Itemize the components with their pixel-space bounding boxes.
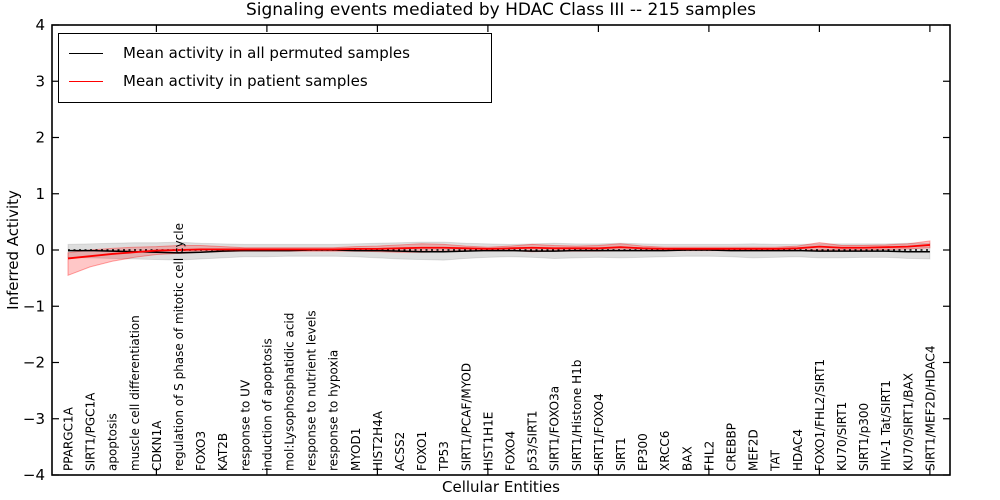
y-tick-label: −4	[23, 466, 45, 484]
x-category-label: apoptosis	[106, 413, 120, 471]
x-category-label: CDKN1A	[150, 420, 164, 471]
x-category-label: response to hypoxia	[327, 350, 341, 471]
x-category-label: induction of apoptosis	[260, 338, 274, 471]
x-category-label: SIRT1/PCAF/MYOD	[459, 363, 473, 471]
legend-line-sample-permuted	[69, 52, 103, 54]
y-tick-label: −1	[23, 297, 45, 315]
x-category-label: SIRT1	[614, 437, 628, 471]
y-tick-label: −2	[23, 354, 45, 372]
x-category-label: PPARGC1A	[62, 406, 76, 471]
x-category-label: HDAC4	[791, 429, 805, 471]
chart-title: Signaling events mediated by HDAC Class …	[245, 0, 757, 20]
x-category-label: SIRT1/PGC1A	[84, 392, 98, 471]
y-tick-label: 4	[35, 16, 45, 34]
x-category-label: FOXO1/FHL2/SIRT1	[813, 359, 827, 471]
x-category-label: SIRT1/FOXO3a	[548, 386, 562, 471]
x-category-label: FOXO3	[194, 431, 208, 471]
legend-item-permuted: Mean activity in all permuted samples	[69, 39, 491, 67]
x-category-label: response to nutrient levels	[305, 310, 319, 471]
y-tick-label: −3	[23, 410, 45, 428]
x-category-label: FHL2	[702, 441, 716, 471]
x-category-label: mol:Lysophosphatidic acid	[283, 313, 297, 471]
x-category-label: SIRT1/p300	[857, 403, 871, 471]
x-category-label: MEF2D	[747, 429, 761, 471]
y-tick-label: 3	[35, 72, 45, 90]
series-line-0	[68, 249, 930, 254]
x-category-label: SIRT1/FOXO4	[592, 393, 606, 471]
x-category-label: BAX	[680, 446, 694, 471]
y-tick-label: 0	[35, 241, 45, 259]
x-category-label: TP53	[437, 441, 451, 472]
x-category-label: XRCC6	[658, 431, 672, 471]
x-category-label: KU70/SIRT1/BAX	[901, 373, 915, 471]
series-line-1	[67, 244, 930, 260]
x-axis-label: Cellular Entities	[442, 478, 560, 496]
x-category-label: EP300	[636, 433, 650, 471]
x-category-label: TAT	[769, 449, 783, 472]
x-category-label: p53/SIRT1	[526, 410, 540, 471]
x-category-label: FOXO4	[504, 431, 518, 471]
x-category-label: HIST1H1E	[481, 412, 495, 471]
x-category-label: KAT2B	[216, 433, 230, 471]
x-category-label: SIRT1/Histone H1b	[570, 360, 584, 471]
x-category-label: KU70/SIRT1	[835, 402, 849, 471]
legend-line-sample-patient	[69, 80, 103, 82]
x-category-label: HIV-1 Tat/SIRT1	[879, 380, 893, 471]
x-category-label: response to UV	[238, 379, 252, 471]
x-category-label: CREBBP	[725, 423, 739, 471]
x-category-label: muscle cell differentiation	[128, 315, 142, 471]
x-category-label: HIST2H4A	[371, 410, 385, 471]
x-category-label: MYOD1	[349, 428, 363, 471]
x-category-label: FOXO1	[415, 431, 429, 471]
legend-label-permuted: Mean activity in all permuted samples	[123, 44, 410, 62]
x-category-label: regulation of S phase of mitotic cell cy…	[172, 223, 186, 471]
legend-item-patient: Mean activity in patient samples	[69, 67, 491, 95]
legend: Mean activity in all permuted samples Me…	[58, 33, 492, 103]
x-category-label: ACSS2	[393, 432, 407, 471]
y-tick-label: 1	[35, 185, 45, 203]
x-category-label: SIRT1/MEF2D/HDAC4	[923, 346, 937, 471]
y-tick-label: 2	[35, 129, 45, 147]
plot-border	[51, 24, 951, 476]
legend-label-patient: Mean activity in patient samples	[123, 72, 368, 90]
